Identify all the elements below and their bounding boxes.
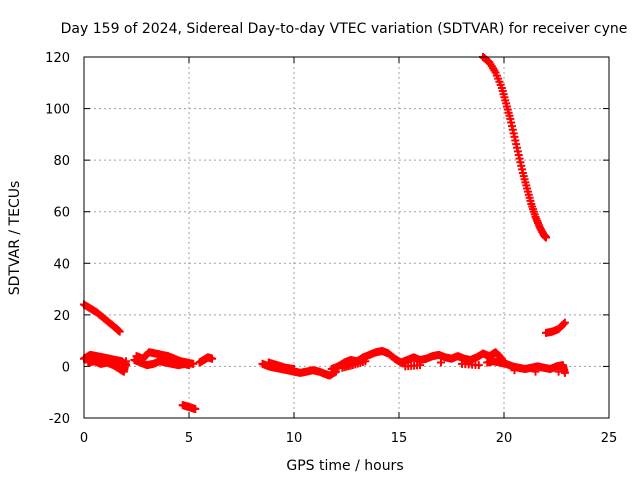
data-point [437,358,445,367]
axis-ticks: 0 5 10 15 20 25 -20 0 20 40 60 80 100 120 [45,51,617,446]
y-tick-label: 0 [62,360,70,375]
x-tick-label: 0 [80,431,88,446]
data-point [542,233,550,242]
data-point [189,359,198,368]
series-track-c [130,348,198,370]
data-point [560,318,569,327]
series-track-j [542,318,569,337]
x-tick-label: 20 [496,431,513,446]
series-track-g [327,346,506,374]
y-tick-label: 60 [53,206,70,221]
y-tick-label: -20 [49,412,70,427]
y-tick-label: 40 [53,257,70,272]
data-point [115,327,124,336]
data-point [122,357,130,366]
y-axis-label: SDTVAR / TECUs [7,181,23,296]
y-tick-label: 100 [45,103,70,118]
data-point [554,367,563,376]
data-point [361,357,370,366]
series-track-f [258,358,340,380]
series-track-b [80,350,130,376]
chart-title: Day 159 of 2024, Sidereal Day-to-day VTE… [61,21,628,37]
series-track-a [80,300,124,336]
series-track-d [195,353,217,367]
data-point [208,354,217,363]
data-points [80,53,569,413]
series-track-i [479,53,550,242]
data-point [531,367,540,376]
x-tick-label: 10 [286,431,303,446]
x-axis-label: GPS time / hours [286,458,403,474]
y-tick-label: 120 [45,51,70,66]
x-tick-label: 25 [601,431,618,446]
series-track-e [178,401,200,413]
x-tick-label: 5 [185,431,193,446]
data-point [559,319,568,328]
y-tick-label: 20 [53,309,70,324]
plot-frame [83,56,610,419]
x-tick-label: 15 [391,431,408,446]
data-point [290,365,298,374]
data-point [560,368,569,377]
data-point [474,361,483,370]
data-point [416,361,424,370]
series-track-h [483,357,569,377]
data-point [510,366,519,375]
data-point [191,404,200,413]
y-tick-label: 80 [53,154,70,169]
